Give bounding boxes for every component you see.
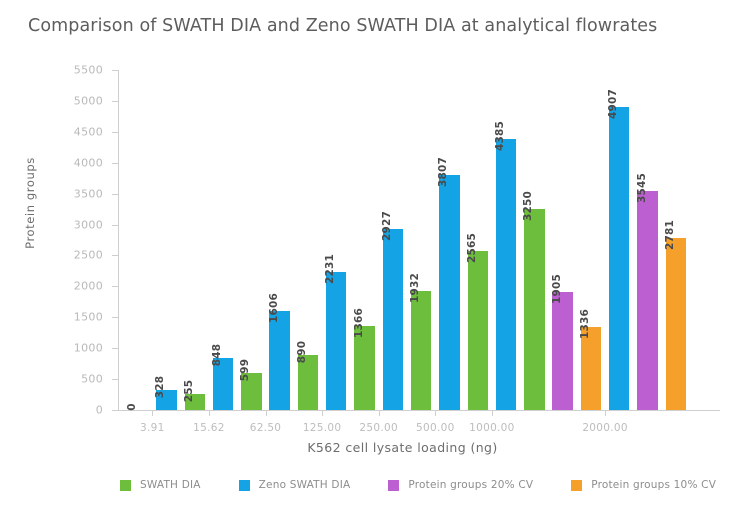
legend-swatch-icon	[571, 479, 583, 491]
bar[interactable]: 3250	[522, 191, 545, 410]
y-tick-label: 500	[81, 372, 103, 386]
bar-value-label: 255	[182, 379, 195, 403]
x-tick	[435, 410, 437, 416]
bar-value-label: 2231	[324, 254, 337, 285]
chart-legend: SWATH DIA Zeno SWATH DIA Protein groups 20…	[120, 479, 745, 491]
y-tick-label: 2000	[73, 279, 103, 293]
bar-value-label: 4385	[494, 120, 507, 151]
legend-item-label: Protein groups 10% CV	[591, 479, 717, 491]
y-tick: 1000	[74, 342, 118, 355]
x-tick-label: 2000.00	[582, 422, 628, 434]
bar-value-label: 1366	[352, 307, 365, 338]
plot-area: 0 500 1000 1500 2000 2500 3000 3500 4000 4500 5000…	[74, 64, 720, 434]
x-tick	[265, 410, 267, 416]
legend-swatch-icon	[238, 479, 250, 491]
x-tick-label: 15.62	[193, 422, 225, 434]
bar[interactable]: 1336	[579, 309, 602, 410]
y-tick-label: 3500	[73, 187, 103, 201]
bar[interactable]: 255	[183, 380, 205, 410]
y-axis-title: Protein groups	[23, 157, 37, 249]
y-tick: 3000	[74, 218, 118, 231]
bar-value-label: 848	[211, 343, 224, 366]
bar[interactable]: 848	[211, 343, 234, 410]
bar-value-label: 3545	[635, 172, 648, 203]
x-tick-label: 62.50	[249, 422, 282, 434]
x-axis-title: K562 cell lysate loading (ng)	[307, 440, 498, 455]
bar-value-label: 599	[239, 358, 252, 382]
bar-value-label: 0	[126, 403, 139, 411]
bar-value-label: 4907	[607, 88, 620, 119]
y-tick: 4000	[74, 156, 118, 169]
bar[interactable]: 4385	[494, 121, 517, 410]
bar[interactable]: 2231	[324, 254, 347, 410]
y-tick-label: 3000	[73, 218, 103, 232]
x-tick-label: 125.00	[302, 422, 342, 434]
legend-item[interactable]: SWATH DIA	[120, 479, 201, 491]
bar[interactable]: 2927	[381, 211, 404, 410]
bar-value-label: 3250	[522, 191, 535, 222]
x-tick-label: 250.00	[359, 422, 398, 434]
bar-value-label: 3807	[437, 156, 450, 187]
y-tick: 5000	[74, 94, 118, 107]
bar[interactable]: 3545	[636, 173, 658, 410]
y-tick-label: 1000	[73, 341, 103, 355]
bar-value-label: 328	[154, 375, 167, 398]
legend-item[interactable]: Zeno SWATH DIA	[238, 479, 351, 491]
bar-value-label: 2565	[465, 233, 478, 264]
y-tick-label: 4500	[73, 125, 103, 139]
y-tick: 1500	[74, 311, 118, 324]
page-title: Comparison of SWATH DIA and Zeno SWATH D…	[28, 16, 658, 36]
y-tick: 4500	[74, 125, 118, 138]
bar[interactable]: 4907	[607, 89, 630, 410]
y-tick: 500	[81, 373, 118, 386]
bar[interactable]: 2781	[664, 220, 687, 410]
bar[interactable]: 890	[296, 341, 319, 410]
bar-value-label: 2781	[663, 220, 676, 251]
legend-item[interactable]: Protein groups 10% CV	[571, 479, 716, 491]
y-tick-label: 1500	[73, 310, 103, 324]
y-tick-label: 4000	[73, 156, 103, 170]
y-axis-line	[118, 70, 119, 410]
bar-value-label: 1932	[409, 272, 422, 303]
bar[interactable]: 1366	[353, 308, 375, 410]
bar[interactable]: 1932	[409, 273, 432, 410]
legend-item-label: Zeno SWATH DIA	[258, 479, 351, 491]
x-tick	[152, 410, 154, 416]
y-tick: 3500	[74, 187, 118, 200]
bar-value-label: 890	[295, 340, 308, 364]
bar[interactable]: 3807	[437, 157, 460, 410]
bar[interactable]: 2565	[466, 233, 488, 410]
y-tick: 5500	[74, 64, 118, 77]
bar-value-label: 1606	[267, 292, 280, 323]
bar-value-label: 2927	[380, 211, 393, 242]
legend-swatch-icon	[388, 479, 400, 491]
bar[interactable]: 1606	[268, 293, 290, 410]
x-tick	[605, 410, 607, 416]
y-tick: 2000	[74, 280, 118, 293]
legend-item-label: Protein groups 20% CV	[408, 479, 534, 491]
legend-swatch-icon	[120, 479, 131, 491]
x-tick	[491, 410, 493, 416]
y-tick-label: 0	[95, 403, 103, 417]
x-tick	[322, 410, 324, 416]
x-tick	[208, 410, 210, 416]
y-tick-label: 2500	[73, 248, 103, 262]
bar-value-label: 1336	[578, 309, 591, 340]
x-tick-label: 3.91	[140, 422, 165, 434]
bar-value-label: 1905	[550, 274, 563, 305]
y-tick: 0	[96, 404, 118, 417]
x-tick	[378, 410, 380, 416]
legend-item[interactable]: Protein groups 20% CV	[388, 479, 533, 491]
x-tick-label: 1000.00	[469, 422, 515, 434]
bar[interactable]: 1905	[551, 274, 573, 410]
bar[interactable]: 599	[239, 359, 262, 410]
x-axis-line	[118, 410, 720, 411]
y-tick: 2500	[74, 249, 118, 262]
bar[interactable]: 328	[154, 375, 177, 410]
y-tick-label: 5000	[73, 94, 103, 108]
y-tick-label: 5500	[73, 63, 103, 77]
legend-item-label: SWATH DIA	[140, 479, 201, 491]
x-tick-label: 500.00	[416, 422, 455, 434]
